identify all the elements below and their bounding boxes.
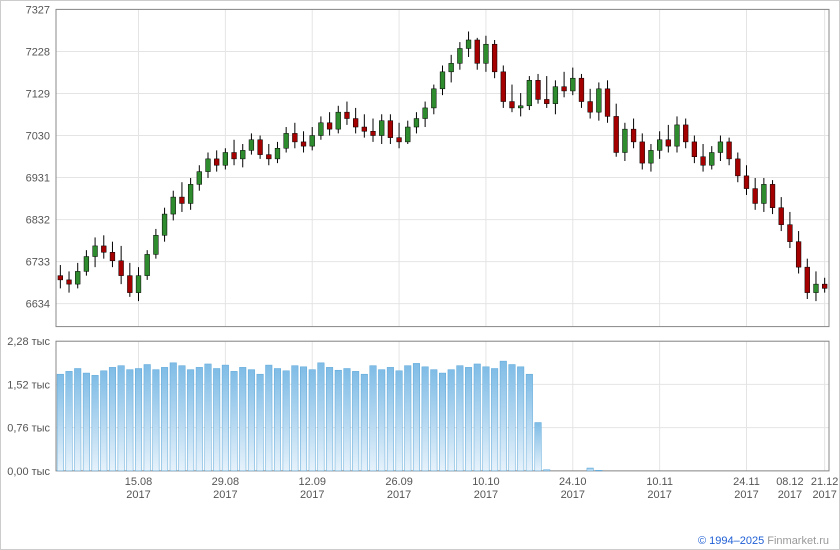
- svg-text:6931: 6931: [26, 173, 50, 185]
- svg-text:2017: 2017: [561, 489, 585, 501]
- copyright-years: © 1994–2025: [698, 535, 767, 547]
- svg-text:2,28 тыс: 2,28 тыс: [7, 336, 50, 348]
- svg-text:2017: 2017: [300, 489, 324, 501]
- svg-text:7327: 7327: [26, 4, 50, 16]
- svg-text:2017: 2017: [647, 489, 671, 501]
- svg-text:2017: 2017: [126, 489, 150, 501]
- svg-text:7030: 7030: [26, 131, 50, 143]
- svg-text:6634: 6634: [26, 299, 50, 311]
- svg-text:15.08: 15.08: [125, 476, 152, 488]
- svg-text:12.09: 12.09: [298, 476, 325, 488]
- svg-text:7129: 7129: [26, 88, 50, 100]
- volume-chart: 0,00 тыс0,76 тыс1,52 тыс2,28 тыс15.08201…: [56, 341, 829, 501]
- svg-text:08.12: 08.12: [776, 476, 803, 488]
- price-pane: 66346733683269317030712972287327: [56, 9, 829, 327]
- svg-text:0,76 тыс: 0,76 тыс: [7, 423, 50, 435]
- svg-text:6832: 6832: [26, 215, 50, 227]
- svg-text:24.10: 24.10: [559, 476, 586, 488]
- svg-text:10.11: 10.11: [646, 476, 673, 488]
- svg-text:10.10: 10.10: [472, 476, 499, 488]
- svg-text:2017: 2017: [213, 489, 237, 501]
- svg-text:2017: 2017: [778, 489, 802, 501]
- svg-text:29.08: 29.08: [212, 476, 239, 488]
- svg-text:2017: 2017: [387, 489, 411, 501]
- svg-text:21.12: 21.12: [811, 476, 838, 488]
- chart-container: 66346733683269317030712972287327 0,00 ты…: [0, 0, 840, 550]
- svg-text:0,00 тыс: 0,00 тыс: [7, 466, 50, 478]
- svg-text:26.09: 26.09: [385, 476, 412, 488]
- svg-text:2017: 2017: [812, 489, 836, 501]
- copyright: © 1994–2025 Finmarket.ru: [698, 535, 829, 547]
- volume-pane: 0,00 тыс0,76 тыс1,52 тыс2,28 тыс15.08201…: [56, 341, 829, 501]
- svg-text:2017: 2017: [734, 489, 758, 501]
- svg-text:7228: 7228: [26, 46, 50, 58]
- copyright-site: Finmarket.ru: [767, 535, 829, 547]
- svg-text:6733: 6733: [26, 257, 50, 269]
- svg-text:24.11: 24.11: [733, 476, 760, 488]
- candlestick-chart: 66346733683269317030712972287327: [56, 9, 829, 327]
- svg-text:2017: 2017: [474, 489, 498, 501]
- svg-text:1,52 тыс: 1,52 тыс: [7, 379, 50, 391]
